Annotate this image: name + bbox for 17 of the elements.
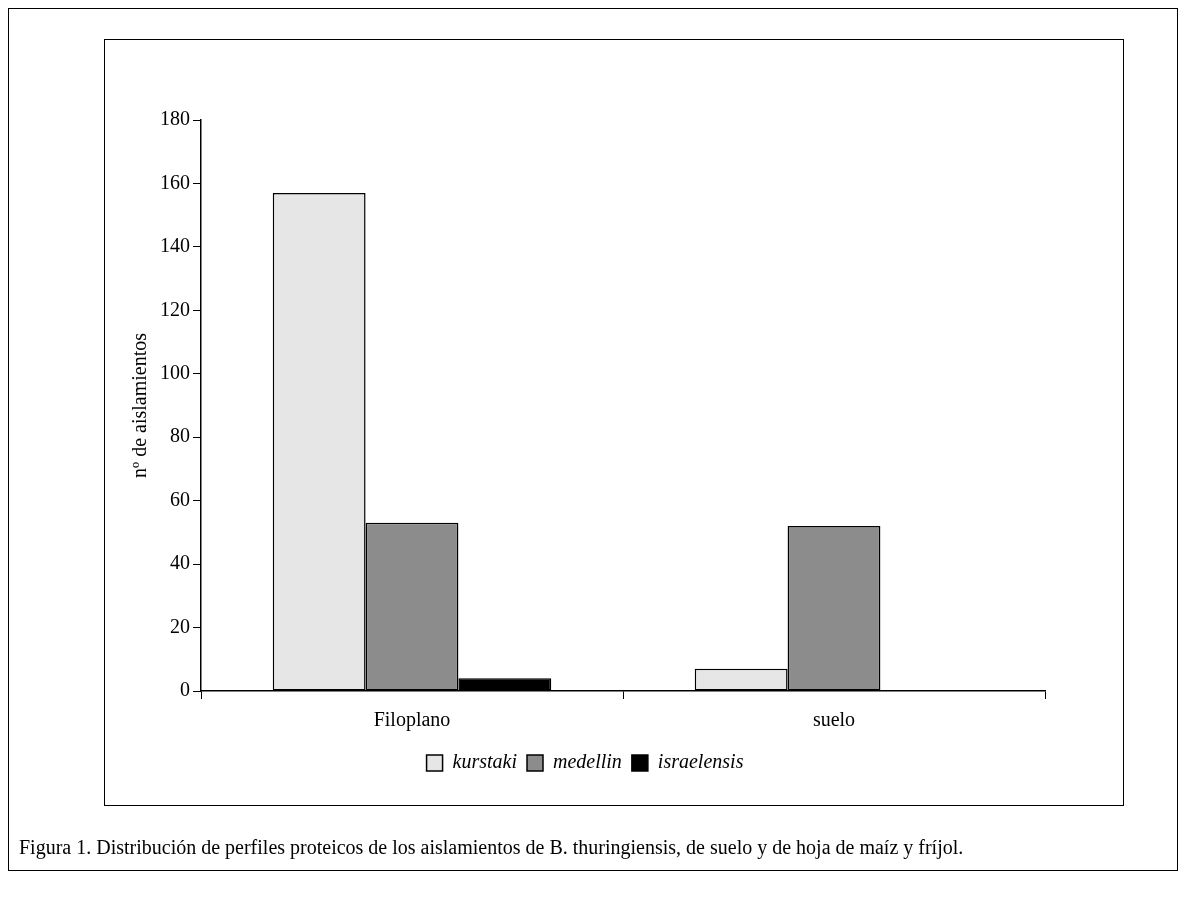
y-tick-label: 160 xyxy=(160,170,190,193)
y-tick-label: 20 xyxy=(170,614,190,637)
y-axis-title: nº de aislamientos xyxy=(128,332,151,479)
legend-label: medellin xyxy=(553,750,622,773)
y-tick-label: 80 xyxy=(170,424,190,447)
y-tick-label: 180 xyxy=(160,107,190,130)
legend-label: israelensis xyxy=(657,750,744,773)
x-tick-label: Filoplano xyxy=(373,708,451,732)
y-tick-label: 60 xyxy=(170,487,190,510)
y-tick-label: 120 xyxy=(160,297,190,320)
x-tick-label: suelo xyxy=(812,708,856,731)
text: Figura 1. Distribución de perfiles proteicos de los aislamientos de B. thuringiensis, de suelo y de hoja de maíz y fríjol. xyxy=(19,835,965,860)
y-tick-label: 0 xyxy=(180,678,190,701)
y-tick-label: 40 xyxy=(170,551,190,574)
y-tick-label: 100 xyxy=(160,361,190,384)
legend-label: kurstaki xyxy=(452,750,518,773)
y-tick-label: 140 xyxy=(160,234,190,257)
